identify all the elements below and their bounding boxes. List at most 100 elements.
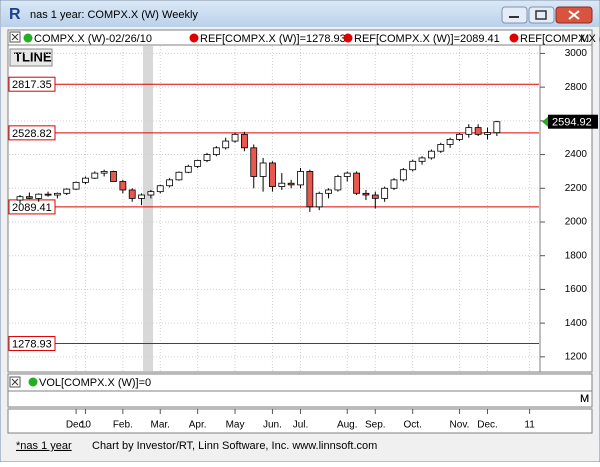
title-bar xyxy=(1,1,599,27)
status-tab[interactable]: *nas 1 year xyxy=(16,440,72,452)
x-tick-label: 11 xyxy=(524,420,535,431)
y-axis-area xyxy=(539,44,593,373)
candle-body xyxy=(82,177,89,183)
candle-body xyxy=(184,165,192,173)
panel-label: TLINE xyxy=(14,49,52,64)
axis-marker: M xyxy=(580,393,589,405)
candle-body xyxy=(315,192,323,208)
candle-body xyxy=(306,171,314,208)
candle-body xyxy=(110,171,117,182)
candle-body xyxy=(203,154,211,161)
maximize-icon xyxy=(535,10,547,20)
ref-label: 2817.35 xyxy=(12,79,52,91)
candle-body xyxy=(343,172,351,177)
candle-body xyxy=(399,169,407,181)
candle-body xyxy=(371,194,379,199)
x-tick-label: Oct. xyxy=(404,420,422,431)
candle-body xyxy=(250,147,258,177)
candle-body xyxy=(259,162,267,177)
candle-body xyxy=(269,162,276,187)
ref-label: 2089.41 xyxy=(12,202,52,214)
ref-label-box xyxy=(8,336,56,352)
candle-body xyxy=(493,121,501,134)
header-item: REF[COMPX.X (W) xyxy=(520,33,600,45)
candle-body xyxy=(456,133,463,140)
header-dot xyxy=(509,33,519,43)
candle-body xyxy=(287,182,295,186)
candle-body xyxy=(427,150,435,159)
candle-body xyxy=(465,127,473,135)
candle-body xyxy=(353,172,361,194)
candle-body xyxy=(381,187,389,199)
y-tick-label: 2400 xyxy=(565,149,588,160)
candle-body xyxy=(54,192,61,196)
x-tick-label: Aug. xyxy=(337,420,358,431)
y-tick-label: 3000 xyxy=(565,48,588,59)
y-tick-label: 1600 xyxy=(565,284,588,295)
header-item: COMPX.X (W)-02/26/10 xyxy=(34,33,152,45)
candle-body xyxy=(194,160,202,167)
header-item: REF[COMPX.X (W)]=2089.41 xyxy=(354,33,500,45)
y-tick-label: 1200 xyxy=(565,351,588,362)
header-dot xyxy=(343,33,353,43)
candle-body xyxy=(484,132,491,135)
candle-body xyxy=(119,181,127,191)
y-tick-label: 2800 xyxy=(565,82,588,93)
ref-label: 2528.82 xyxy=(12,128,52,140)
x-tick-label: Feb. xyxy=(113,420,133,431)
candle-body xyxy=(390,179,398,189)
last-price-arrow xyxy=(542,116,548,127)
candle-body xyxy=(278,182,286,187)
volume-close-icon xyxy=(11,378,19,386)
x-tick-label: Dec. xyxy=(66,420,87,431)
y-tick-label: 1400 xyxy=(565,318,588,329)
axis-marker: M xyxy=(580,33,589,45)
candle-body xyxy=(222,140,230,149)
close-icon xyxy=(568,10,580,20)
candle-body xyxy=(409,160,417,171)
x-tick-label: Jun. xyxy=(263,420,282,431)
candle-body xyxy=(166,179,174,187)
candle-body xyxy=(72,181,80,190)
candle-body xyxy=(63,188,71,194)
last-price-label: 2594.92 xyxy=(552,117,592,129)
candle-body xyxy=(175,171,183,181)
window-buttons[interactable] xyxy=(501,6,593,24)
volume-dot xyxy=(28,377,38,387)
candle-body xyxy=(128,189,136,199)
candle-body xyxy=(362,192,370,196)
candle-body xyxy=(138,194,145,199)
candle-body xyxy=(437,144,445,152)
ref-label: 1278.93 xyxy=(12,338,52,350)
tline-label-box xyxy=(9,48,53,67)
volume-label: VOL[COMPX.X (W)]=0 xyxy=(39,377,151,389)
candle-body xyxy=(100,171,108,174)
header-close-icon xyxy=(11,33,19,41)
candle-body xyxy=(325,189,332,194)
minimize-button[interactable] xyxy=(501,6,528,24)
maximize-button[interactable] xyxy=(528,6,555,24)
candle-body xyxy=(35,193,43,199)
candle-body xyxy=(240,133,248,149)
candle-body xyxy=(16,196,24,201)
candle-body xyxy=(91,172,99,179)
x-tick-label: 10 xyxy=(80,420,92,431)
blank-pane xyxy=(7,390,593,408)
y-tick-label: 2000 xyxy=(565,217,588,228)
header-dot xyxy=(23,33,33,43)
y-tick-label: 1800 xyxy=(565,250,588,261)
header-item: REF[COMPX.X (W)]=1278.93 xyxy=(200,33,346,45)
candle-body xyxy=(231,133,239,142)
candle-body xyxy=(44,193,52,196)
x-tick-label: Dec. xyxy=(477,420,498,431)
candle-body xyxy=(297,171,304,186)
ref-label-box xyxy=(8,125,56,141)
candle-body xyxy=(156,185,164,193)
candle-body xyxy=(25,196,33,199)
y-tick-label: 2200 xyxy=(565,183,588,194)
candle-body xyxy=(212,147,220,155)
selected-week-band xyxy=(143,46,153,371)
x-tick-label: Apr. xyxy=(189,420,207,431)
last-price-box xyxy=(548,114,598,129)
candle-body xyxy=(334,176,342,191)
